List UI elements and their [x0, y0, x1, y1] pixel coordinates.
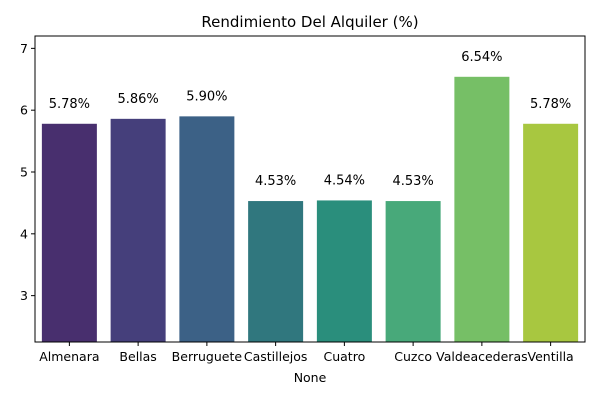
- bar-cuatro: [316, 200, 372, 342]
- x-tick-label-ventilla: Ventilla: [528, 349, 574, 364]
- bar-valdeacederas: [454, 76, 510, 343]
- bar-group: [41, 76, 579, 343]
- chart-title: Rendimiento Del Alquiler (%): [201, 13, 418, 31]
- data-label-almenara: 5.78%: [49, 97, 90, 112]
- y-tick-label-6: 6: [20, 103, 28, 118]
- y-tick-label-4: 4: [20, 226, 28, 241]
- x-tick-label-cuatro: Cuatro: [324, 349, 366, 364]
- x-tick-label-bellas: Bellas: [119, 349, 156, 364]
- bar-berruguete: [179, 116, 235, 342]
- x-tick-label-cuzco: Cuzco: [394, 349, 432, 364]
- x-tick-label-berruguete: Berruguete: [172, 349, 243, 364]
- data-label-berruguete: 5.90%: [186, 89, 227, 104]
- y-tick-label-7: 7: [20, 41, 28, 56]
- data-label-ventilla: 5.78%: [530, 97, 571, 112]
- y-tick-label-5: 5: [20, 165, 28, 180]
- bar-castillejos: [248, 201, 304, 342]
- data-label-castillejos: 4.53%: [255, 174, 296, 189]
- data-label-group: 5.78% 5.86% 5.90% 4.53% 4.54% 4.53% 6.54% 5.78%: [49, 50, 572, 189]
- data-label-cuatro: 4.54%: [324, 173, 365, 188]
- data-label-cuzco: 4.53%: [392, 174, 433, 189]
- bar-cuzco: [385, 201, 441, 342]
- bar-bellas: [110, 118, 166, 342]
- x-tick-label-almenara: Almenara: [39, 349, 99, 364]
- x-tick-label-castillejos: Castillejos: [244, 349, 308, 364]
- y-axis: 3 4 5 6 7: [20, 41, 35, 303]
- bar-ventilla: [523, 123, 579, 342]
- bar-almenara: [41, 123, 97, 342]
- x-axis-label: None: [294, 370, 327, 385]
- data-label-bellas: 5.86%: [117, 92, 158, 107]
- data-label-valdeacederas: 6.54%: [461, 50, 502, 65]
- plot-frame: [34, 35, 586, 343]
- x-tick-label-valdeacederas: Valdeacederas: [436, 349, 528, 364]
- x-axis: Almenara Bellas Berruguete Castillejos Cuatr…: [39, 342, 574, 364]
- y-tick-label-3: 3: [20, 288, 28, 303]
